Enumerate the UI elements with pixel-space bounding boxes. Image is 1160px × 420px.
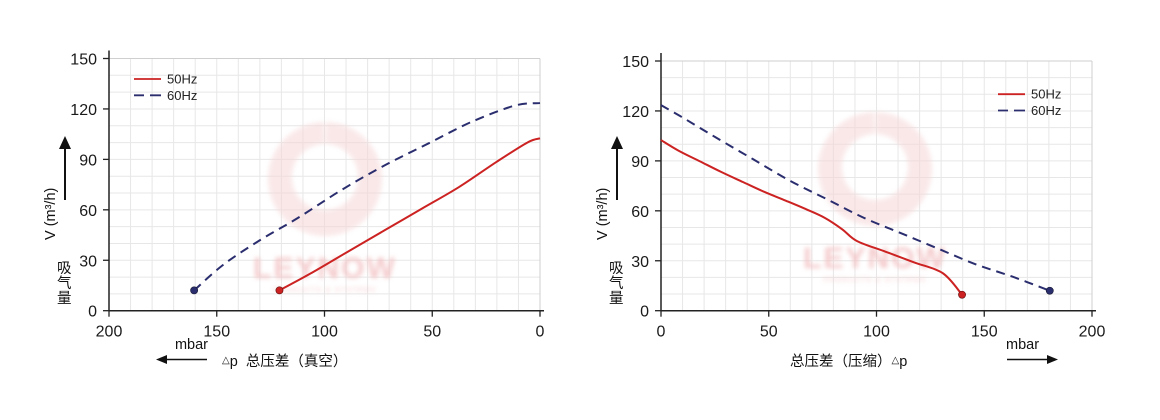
svg-text:200: 200: [1079, 324, 1106, 341]
svg-text:150: 150: [622, 54, 649, 71]
svg-text:PRODUCTS & SYSTEMS: PRODUCTS & SYSTEMS: [274, 287, 377, 294]
svg-text:LEYNOW: LEYNOW: [253, 252, 397, 285]
svg-text:90: 90: [79, 152, 97, 169]
svg-text:0: 0: [88, 304, 97, 321]
svg-text:PRODUCTS & SYSTEMS: PRODUCTS & SYSTEMS: [824, 277, 927, 284]
svg-text:50Hz: 50Hz: [167, 72, 197, 87]
svg-text:200: 200: [96, 324, 123, 341]
svg-text:30: 30: [79, 253, 97, 270]
svg-text:90: 90: [631, 154, 649, 171]
svg-text:50: 50: [423, 324, 441, 341]
svg-text:50: 50: [760, 324, 778, 341]
svg-text:60Hz: 60Hz: [167, 88, 197, 103]
svg-text:150: 150: [70, 52, 97, 69]
svg-text:120: 120: [622, 104, 649, 121]
svg-text:60Hz: 60Hz: [1031, 103, 1061, 118]
svg-text:60: 60: [79, 203, 97, 220]
svg-text:30: 30: [631, 254, 649, 271]
svg-text:50Hz: 50Hz: [1031, 87, 1061, 102]
svg-text:120: 120: [70, 102, 97, 119]
svg-text:150: 150: [971, 324, 998, 341]
svg-text:0: 0: [536, 324, 545, 341]
svg-text:0: 0: [657, 324, 666, 341]
svg-text:100: 100: [863, 324, 890, 341]
svg-text:LEYNOW: LEYNOW: [803, 242, 947, 275]
svg-text:0: 0: [640, 304, 649, 321]
svg-text:100: 100: [311, 324, 338, 341]
svg-text:60: 60: [631, 204, 649, 221]
